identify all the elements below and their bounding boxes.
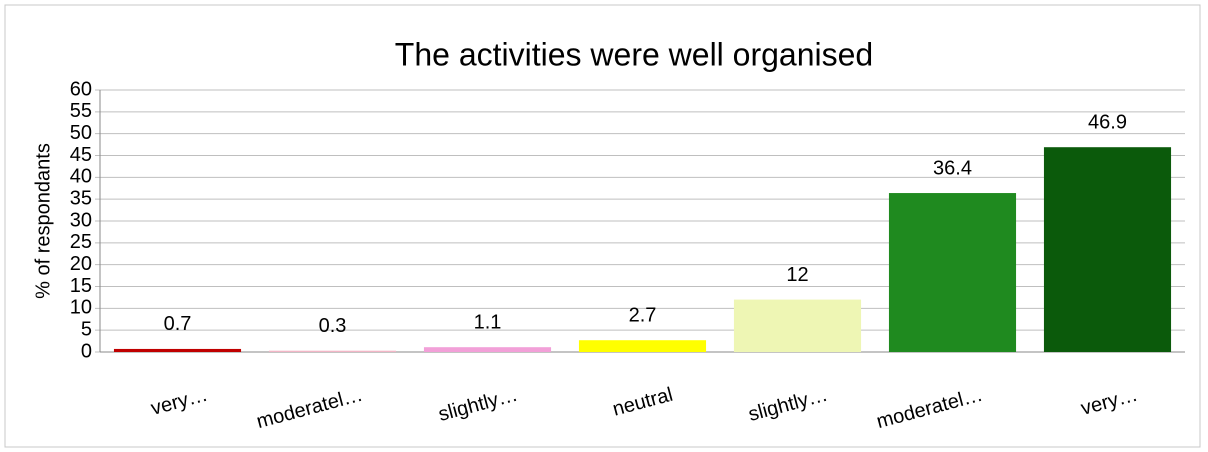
y-tick-label: 5 [81,318,92,340]
y-tick-label: 20 [70,253,92,275]
bar [423,347,552,352]
y-tick-label: 55 [70,100,92,122]
y-axis-label: % of respondants [32,143,54,299]
bar [268,350,397,352]
y-tick-label: 15 [70,275,92,297]
data-label: 0.3 [319,315,347,337]
bar [733,299,862,352]
data-label: 1.1 [474,311,502,333]
bar [578,340,707,352]
bar [888,193,1017,352]
bar [113,348,242,352]
y-tick-label: 45 [70,144,92,166]
y-tick-label: 35 [70,187,92,209]
data-label: 0.7 [164,313,192,335]
chart-title: The activities were well organised [395,36,873,72]
y-tick-label: 30 [70,209,92,231]
y-tick-label: 10 [70,297,92,319]
y-tick-label: 40 [70,166,92,188]
bar [1043,147,1172,352]
y-tick-label: 60 [70,78,92,100]
data-label: 36.4 [933,157,972,179]
y-tick-label: 0 [81,340,92,362]
y-tick-label: 25 [70,231,92,253]
y-tick-label: 50 [70,122,92,144]
data-label: 46.9 [1088,111,1127,133]
data-label: 12 [786,264,808,286]
data-label: 2.7 [629,304,657,326]
